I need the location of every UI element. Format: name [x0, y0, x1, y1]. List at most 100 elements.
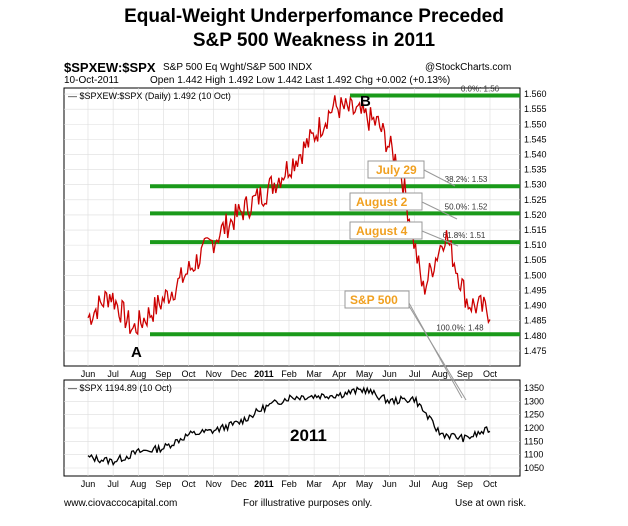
date-label: 10-Oct-2011: [64, 75, 119, 86]
top-y-tick-label: 1.515: [524, 225, 547, 235]
bottom-x-tick-label: Feb: [281, 479, 297, 489]
fib-label: 50.0%: 1.52: [445, 202, 488, 211]
bottom-x-tick-label: Jun: [382, 479, 397, 489]
top-y-tick-label: 1.505: [524, 255, 547, 265]
top-y-tick-label: 1.555: [524, 104, 547, 114]
fib-label: 0.0%: 1.56: [461, 85, 500, 94]
fib-label: 38.2%: 1.53: [445, 175, 488, 184]
callout-spx-leader-2: [408, 305, 467, 401]
callout-aug2-leader: [421, 201, 458, 220]
bottom-x-tick-label: Jun: [81, 479, 96, 489]
ohlc-readout: Open 1.442 High 1.492 Low 1.442 Last 1.4…: [150, 75, 451, 86]
top-x-tick-label: Sep: [155, 369, 171, 379]
annotation-b: B: [360, 93, 371, 110]
bottom-x-tick-label: Jul: [107, 479, 119, 489]
top-y-tick-label: 1.525: [524, 195, 547, 205]
footer-left: www.ciovaccocapital.com: [64, 498, 178, 509]
top-y-tick-label: 1.535: [524, 165, 547, 175]
footer-center: For illustrative purposes only.: [243, 498, 373, 509]
top-x-tick-label: Apr: [332, 369, 346, 379]
top-x-tick-label: Nov: [206, 369, 223, 379]
bottom-x-tick-label: Jul: [409, 479, 421, 489]
callout-aug2-box: [349, 192, 423, 211]
bottom-x-tick-label: Aug: [432, 479, 448, 489]
callout-july29-box: [367, 160, 425, 179]
top-x-tick-label: Oct: [181, 369, 196, 379]
callout-aug4-leader: [421, 230, 459, 247]
top-y-tick-label: 1.520: [524, 210, 547, 220]
annotation-a: A: [131, 344, 142, 361]
top-y-tick-label: 1.530: [524, 180, 547, 190]
callout-july29-leader: [423, 169, 456, 187]
symbol-description: S&P 500 Eq Wght/S&P 500 INDX: [163, 62, 313, 73]
bottom-y-tick-label: 1150: [524, 436, 543, 446]
fib-label: 61.8%: 1.51: [443, 231, 486, 240]
bottom-x-ticks: Jun Jul Aug Sep Oct Nov Dec 2011 Feb Mar Apr May Jun…: [81, 479, 498, 489]
bottom-y-tick-label: 1300: [524, 396, 544, 406]
top-x-tick-label: Jun: [81, 369, 96, 379]
top-y-tick-label: 1.545: [524, 134, 547, 144]
bottom-x-tick-label: Oct: [483, 479, 498, 489]
bottom-x-tick-label: Sep: [155, 479, 171, 489]
top-x-tick-label: Jun: [382, 369, 397, 379]
top-x-tick-label: Sep: [457, 369, 473, 379]
top-y-tick-label: 1.500: [524, 270, 547, 280]
top-y-tick-label: 1.475: [524, 346, 547, 356]
bottom-x-tick-label: 2011: [254, 479, 274, 489]
bottom-y-tick-label: 1250: [524, 410, 544, 420]
callout-aug4-box: [349, 221, 423, 240]
top-legend: — $SPXEW:$SPX (Daily) 1.492 (10 Oct): [68, 91, 231, 101]
top-y-tick-label: 1.485: [524, 316, 547, 326]
callout-aug2: August 2: [356, 195, 408, 209]
top-y-tick-label: 1.495: [524, 285, 547, 295]
fib-lines: 0.0%: 1.56 38.2%: 1.53 50.0%: 1.52 61.8%: 1…: [150, 85, 520, 337]
bottom-y-tick-label: 1100: [524, 450, 543, 460]
top-x-tick-label: May: [356, 369, 374, 379]
callout-spx: S&P 500: [350, 293, 398, 307]
bottom-y-tick-label: 1200: [524, 423, 544, 433]
top-x-tick-label: Aug: [432, 369, 448, 379]
bottom-x-tick-label: Dec: [231, 479, 248, 489]
bottom-x-tick-label: May: [356, 479, 374, 489]
top-y-tick-label: 1.480: [524, 331, 547, 341]
annotation-2011: 2011: [290, 426, 327, 445]
callout-july29: July 29: [376, 163, 417, 177]
bottom-x-tick-label: Nov: [206, 479, 223, 489]
fib-label: 100.0%: 1.48: [436, 323, 484, 332]
top-y-tick-label: 1.540: [524, 149, 547, 159]
top-x-tick-label: Aug: [130, 369, 146, 379]
top-y-tick-label: 1.560: [524, 89, 547, 99]
chart-title-line1: Equal-Weight Underperfomance Preceded: [124, 6, 504, 27]
footer-right: Use at own risk.: [455, 498, 527, 509]
source-label: @StockCharts.com: [425, 62, 512, 73]
callout-spx-box: [344, 290, 410, 309]
top-x-tick-label: Jul: [107, 369, 119, 379]
spx-line: [87, 386, 491, 467]
bottom-legend: — $SPX 1194.89 (10 Oct): [68, 383, 172, 393]
top-x-tick-label: Feb: [281, 369, 297, 379]
top-x-tick-label: Oct: [483, 369, 498, 379]
top-y-tick-label: 1.550: [524, 119, 547, 129]
bottom-y-ticks: 1050 1100 1150 1200 1250 1300 1350: [524, 383, 544, 473]
top-y-tick-label: 1.510: [524, 240, 547, 250]
top-y-tick-label: 1.490: [524, 301, 547, 311]
bottom-x-tick-label: Aug: [130, 479, 146, 489]
bottom-grid: [64, 380, 520, 476]
top-y-ticks: 1.475 1.480 1.485 1.490 1.495 1.500 1.505 1.510…: [524, 89, 547, 356]
bottom-y-tick-label: 1050: [524, 463, 544, 473]
top-x-tick-label: Jul: [409, 369, 421, 379]
bottom-x-tick-label: Mar: [306, 479, 322, 489]
top-x-ticks: Jun Jul Aug Sep Oct Nov Dec 2011 Feb Mar Apr May Jun…: [81, 369, 498, 379]
chart-title-line2: S&P 500 Weakness in 2011: [192, 30, 436, 51]
ratio-line: [87, 95, 491, 336]
symbol-label: $SPXEW:$SPX: [64, 60, 156, 75]
bottom-x-tick-label: Apr: [332, 479, 346, 489]
bottom-x-tick-label: Sep: [457, 479, 473, 489]
bottom-y-tick-label: 1350: [524, 383, 544, 393]
top-x-tick-label: 2011: [254, 369, 274, 379]
top-x-tick-label: Dec: [231, 369, 248, 379]
callout-aug4: August 4: [356, 224, 408, 238]
top-x-tick-label: Mar: [306, 369, 322, 379]
bottom-x-tick-label: Oct: [181, 479, 196, 489]
